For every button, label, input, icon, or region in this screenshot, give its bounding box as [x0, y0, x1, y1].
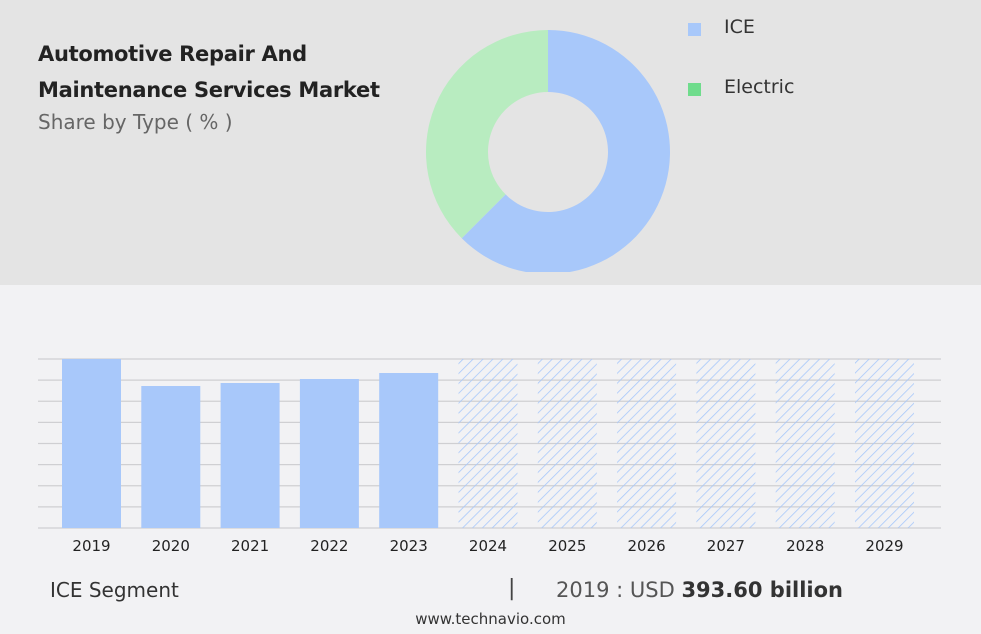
x-tick-label: 2020 [152, 537, 190, 555]
bar-2023 [379, 372, 439, 528]
year-label: 2019 : USD [556, 578, 675, 602]
subtitle: Share by Type ( % ) [38, 110, 233, 134]
x-tick-label: 2019 [72, 537, 110, 555]
value-amount: 393.60 billion [681, 578, 843, 602]
legend-label-ice: ICE [724, 16, 755, 38]
x-tick-label: 2029 [865, 537, 903, 555]
legend-item-ice: ICE [688, 16, 838, 42]
separator: | [508, 576, 516, 601]
page-title: Automotive Repair And Maintenance Servic… [38, 36, 380, 108]
legend-label-electric: Electric [724, 76, 795, 98]
title-line-1: Automotive Repair And [38, 42, 307, 66]
forecast-bar-2027 [696, 359, 756, 528]
bar-2019 [62, 359, 121, 528]
x-tick-label: 2027 [707, 537, 745, 555]
bar-chart: 2019 2020 2021 2022 2023 2024 2025 2026 2027 2028… [62, 359, 914, 555]
segment-value: 2019 : USD 393.60 billion [556, 578, 843, 602]
x-tick-label: 2025 [548, 537, 586, 555]
bar-2021 [220, 383, 280, 528]
forecast-bar-2026 [617, 359, 677, 528]
legend-swatch-electric [688, 83, 701, 96]
donut-slice-ice [461, 30, 670, 272]
legend-item-electric: Electric [688, 76, 838, 102]
x-tick-label: 2026 [628, 537, 666, 555]
x-tick-label: 2028 [786, 537, 824, 555]
donut-chart [426, 30, 670, 272]
bar-2020 [141, 386, 201, 528]
bar-2022 [299, 379, 359, 528]
legend-swatch-ice [688, 23, 701, 36]
title-line-2: Maintenance Services Market [38, 78, 380, 102]
donut-slice-electric [426, 30, 548, 239]
x-tick-label: 2024 [469, 537, 507, 555]
x-tick-label: 2022 [310, 537, 348, 555]
segment-label: ICE Segment [50, 578, 179, 602]
forecast-bar-2024 [458, 359, 518, 528]
forecast-bar-2028 [775, 359, 835, 528]
x-tick-label: 2023 [390, 537, 428, 555]
forecast-bar-2029 [855, 359, 914, 528]
forecast-bar-2025 [537, 359, 597, 528]
website: www.technavio.com [415, 610, 566, 628]
x-tick-label: 2021 [231, 537, 269, 555]
